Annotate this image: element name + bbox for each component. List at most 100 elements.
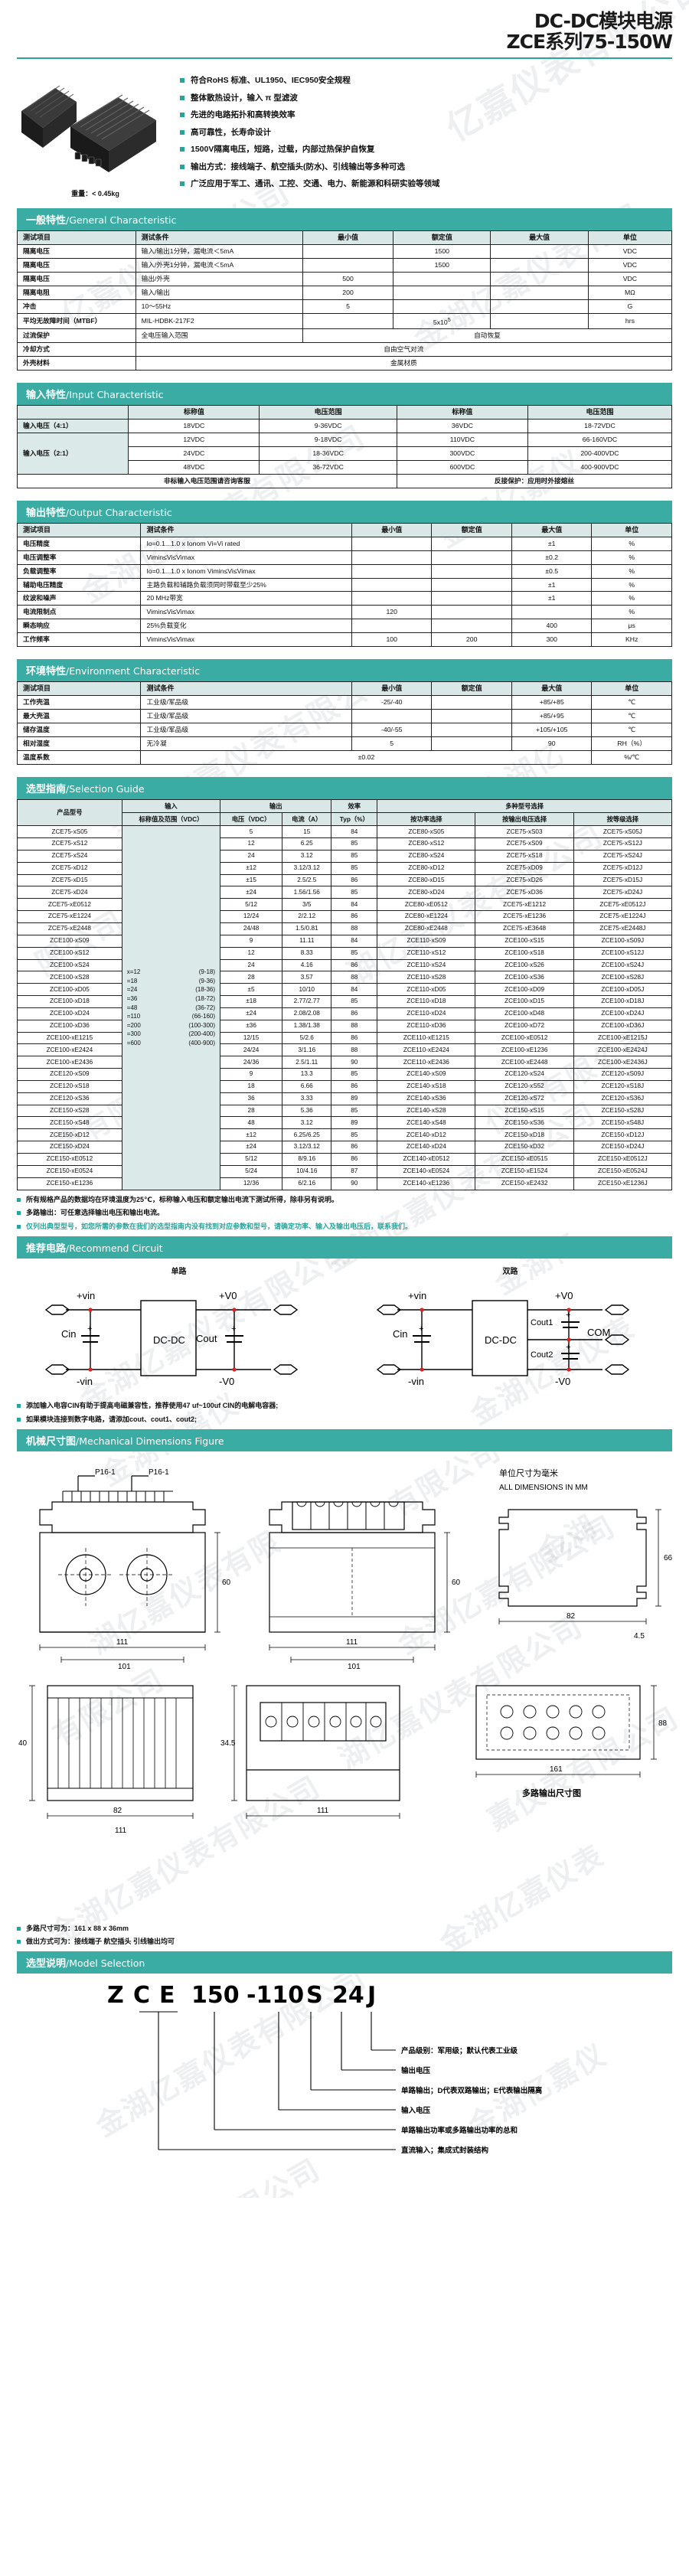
cell-out-voltage: 12/24 xyxy=(220,910,283,923)
cell-item: 纹波和噪声 xyxy=(16,591,142,606)
table-row: 储存温度 工业级/军品级 -40/-55 +105/+105 ℃ xyxy=(16,722,672,737)
general-table-body: 隔离电压 输入/输出1分钟，漏电流＜5mA 1500 VDC 隔离电压 输入/外壳1分钟，… xyxy=(17,244,673,371)
cell-min xyxy=(351,577,433,593)
svg-text:111: 111 xyxy=(346,1638,358,1647)
input-range-entry: =36 (18-72) xyxy=(126,995,216,1002)
cell-out-current: 11.11 xyxy=(282,934,332,948)
cell-by-power: ZCE110-xE2436 xyxy=(377,1056,476,1069)
cell-value: ±0.02 xyxy=(140,749,593,765)
cell-by-power: ZCE140-xD12 xyxy=(377,1128,476,1142)
table-row: 温度系数 ±0.02 %/℃ xyxy=(16,749,672,765)
cell-by-voltage: ZCE100-xD15 xyxy=(475,995,574,1008)
product-photo-svg xyxy=(21,85,156,172)
feature-text: 1500V隔离电压，短路，过载，内部过热保护自恢复 xyxy=(191,145,375,155)
table-row: ZCE150-xE1236 12/36 6/2.16 90 ZCE140-xE1236 Z… xyxy=(17,1177,673,1190)
mechanical-drawing: 单位尺寸为毫米 ALL DIMENSIONS IN MM xyxy=(17,1456,673,1919)
cell-by-power: ZCE140-xS48 xyxy=(377,1116,476,1130)
table-row: ZCE120-xS18 18 6.66 86 ZCE140-xS18 ZCE120-xS5… xyxy=(17,1079,673,1093)
code-part-2: E xyxy=(159,1982,175,2009)
cell-out-current: 8.33 xyxy=(282,946,332,960)
label-vin-pos: +vin xyxy=(77,1290,95,1301)
cell-out-voltage: 36 xyxy=(220,1092,283,1105)
cell-unit: % xyxy=(591,536,672,551)
section-header-general: 一般特性/General Characteristic xyxy=(17,208,672,230)
svg-text:60: 60 xyxy=(452,1579,461,1587)
col-variants-group: 多种型号选择 xyxy=(377,798,672,813)
cell-min xyxy=(351,550,433,565)
cell-out-voltage: 48 xyxy=(220,1116,283,1130)
bullet-square-icon xyxy=(180,95,184,100)
cell-by-grade: ZCE120-xS18J xyxy=(573,1079,673,1093)
cell-out-current: 2.5/2.5 xyxy=(282,873,332,887)
cell-typ: 86 xyxy=(331,1031,378,1045)
svg-text:34.5: 34.5 xyxy=(220,1739,236,1748)
cell-max: 90 xyxy=(511,736,593,751)
col-item: 测试项目 xyxy=(16,522,142,537)
cell-model: ZCE150-xE1236 xyxy=(17,1177,122,1190)
table-row: ZCE100-xD36 ±36 1.38/1.38 88 ZCE110-xD36 ZCE1… xyxy=(17,1019,673,1033)
feature-text: 整体散热设计，输入 π 型滤波 xyxy=(191,93,298,103)
table-row: ZCE75-xD24 ±24 1.56/1.56 85 ZCE80-xD24 ZCE75-… xyxy=(17,886,673,899)
cell-item: 隔离电压 xyxy=(17,272,136,286)
product-weight: 重量：< 0.45kg xyxy=(71,190,119,198)
section-title-cn: 推荐电路 xyxy=(26,1242,67,1255)
cell-model: ZCE150-xD12 xyxy=(17,1128,122,1142)
cell-unit: μs xyxy=(591,619,672,634)
cell-out-current: 3/5 xyxy=(282,898,332,912)
cell-by-voltage: ZCE100-xS15 xyxy=(475,934,574,948)
cell-out-voltage: 24 xyxy=(220,849,283,863)
table-header-row: 测试项目 测试条件 最小值 额定值 最大值 单位 xyxy=(17,230,673,246)
cell-by-power: ZCE110-xS09 xyxy=(377,934,476,948)
col-model: 产品型号 xyxy=(17,798,122,827)
cell-typ: 86 xyxy=(331,910,378,923)
table-row: 电流限制点 Vimin≤Vi≤Vimax 120% xyxy=(16,605,672,620)
cell-out-current: 6/2.16 xyxy=(282,1177,332,1190)
cell-max: 300 xyxy=(511,632,593,647)
selection-table-body: ZCE75-xS05 x=12 (9-18) =18 (9-36) =24 (18-36) =… xyxy=(17,825,673,1190)
cell-out-voltage: ±24 xyxy=(220,886,283,899)
cell-by-grade: ZCE120-xS36J xyxy=(573,1092,673,1105)
table-row: ZCE75-xE1224 12/24 2/2.12 86 ZCE80-xE1224 ZCE… xyxy=(17,910,673,923)
cell-by-voltage: ZCE150-xE2432 xyxy=(475,1177,574,1190)
bullet-square-icon xyxy=(17,1403,21,1408)
col-blank xyxy=(16,405,129,420)
cell-item: 隔离电压 xyxy=(17,258,136,273)
cell-by-grade: ZCE75-xE2448J xyxy=(573,922,673,935)
cell-model: ZCE75-xD12 xyxy=(17,861,122,875)
cell-typ: 85 xyxy=(331,946,378,960)
cell-by-grade: ZCE100-xE1215J xyxy=(573,1031,673,1045)
table-row: 工作频率 Vimin≤Vi≤Vimax 100 200 300 KHz xyxy=(16,632,672,647)
label-vin-pos: +vin xyxy=(408,1290,426,1301)
table-row: 瞬态响应 25%负载变化 400 μs xyxy=(16,619,672,634)
cell-out-voltage: ±12 xyxy=(220,1128,283,1142)
cell-r2: 66-160VDC xyxy=(527,433,673,448)
model-code-svg: Z C E 150 -110 S 24 J 产品级别：军用级；默认代表工 xyxy=(107,1982,543,2155)
cell-by-power: ZCE80-xS12 xyxy=(377,837,476,851)
col-input-range: 标称值及范围（VDC） xyxy=(121,811,221,827)
cell-by-voltage: ZCE75-xE1236 xyxy=(475,910,574,923)
environment-characteristic-table: 测试项目 测试条件 最小值 额定值 最大值 单位 工作壳温 工业级/军品级 -25/… xyxy=(16,681,672,765)
cell-typ: 85 xyxy=(331,886,378,899)
cell-by-grade: ZCE75-xS12J xyxy=(573,837,673,851)
table-row: 相对湿度 无冷凝 5 90 RH（%） xyxy=(16,736,672,751)
table-row: ZCE150-xD24 ±24 3.12/3.12 86 ZCE140-xD24 ZCE1… xyxy=(17,1141,673,1154)
cell-out-voltage: 28 xyxy=(220,971,283,984)
unit-note-en: ALL DIMENSIONS IN MM xyxy=(499,1484,588,1492)
cell-model: ZCE100-xD36 xyxy=(17,1019,122,1033)
cell-out-voltage: 9 xyxy=(220,934,283,948)
svg-text:111: 111 xyxy=(317,1807,329,1815)
table-row: ZCE120-xS36 36 3.33 89 ZCE140-xS36 ZCE120-xS7… xyxy=(17,1092,673,1105)
bullet-square-icon xyxy=(180,78,184,83)
footer-right: 反接保护：应用时外接熔丝 xyxy=(396,473,673,488)
cell-typ: 86 xyxy=(331,1079,378,1093)
table-row: ZCE75-xE2448 24/48 1.5/0.81 88 ZCE80-xE2448 Z… xyxy=(17,922,673,935)
cell-condition: Vimin≤Vi≤Vimax xyxy=(140,632,352,647)
cell-out-voltage: 12/15 xyxy=(220,1031,283,1045)
cell-min xyxy=(351,619,433,634)
cell-max xyxy=(490,272,589,286)
circuit-caption: 单路 xyxy=(171,1267,187,1276)
unit-note-cn: 单位尺寸为毫米 xyxy=(499,1468,558,1478)
cell-max xyxy=(511,605,593,620)
col-unit: 单位 xyxy=(587,230,673,246)
cell-model: ZCE150-xE0512 xyxy=(17,1153,122,1166)
